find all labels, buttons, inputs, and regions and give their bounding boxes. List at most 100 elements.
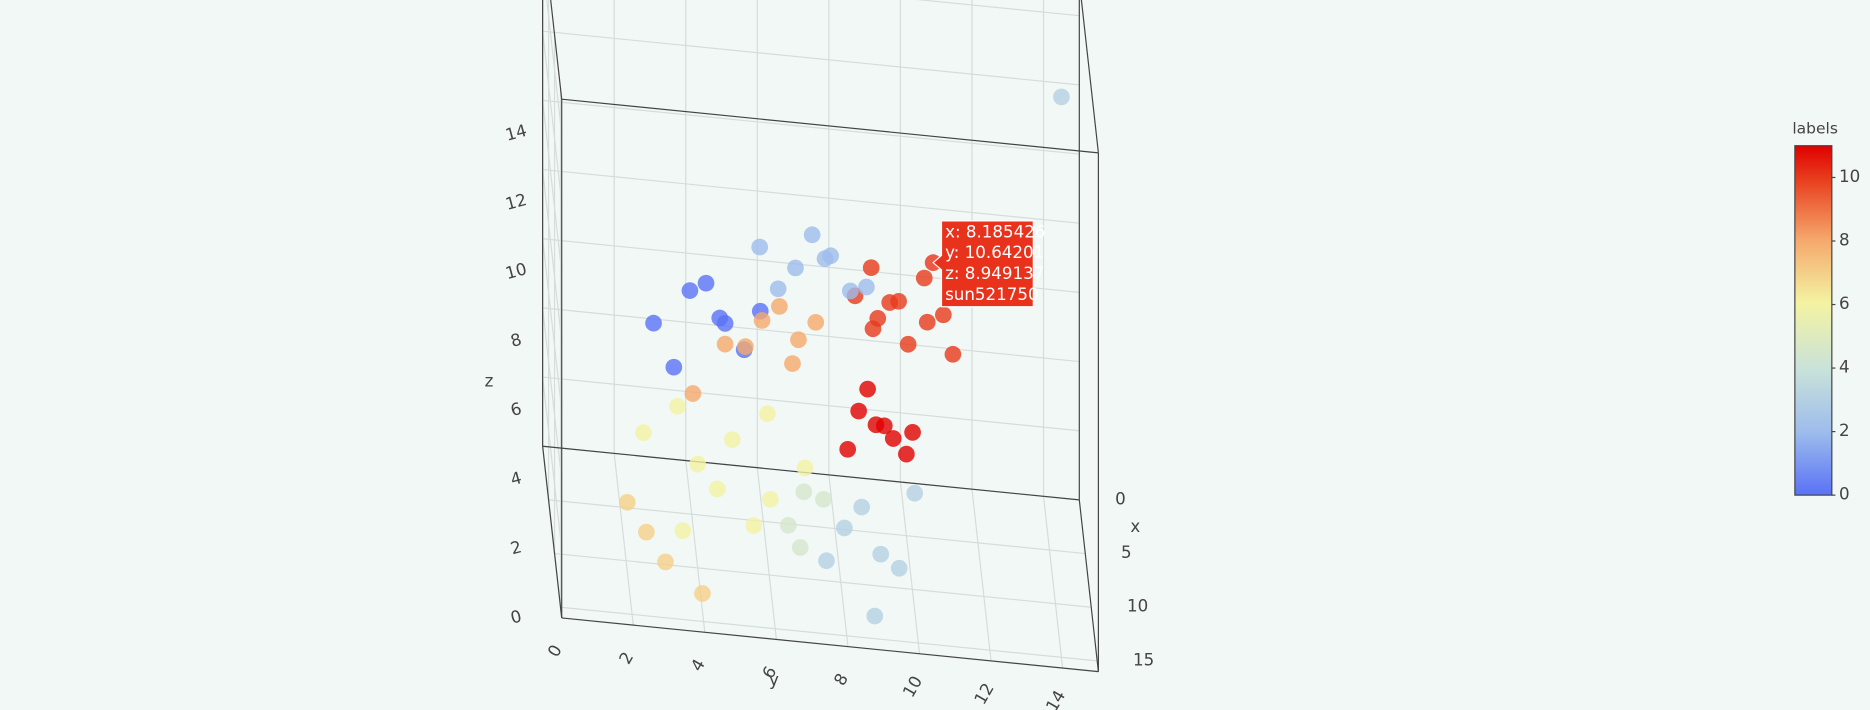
y-tick-label: 0 bbox=[544, 642, 566, 661]
point bbox=[618, 493, 636, 511]
grid-line bbox=[756, 467, 777, 640]
point bbox=[839, 440, 857, 458]
tooltip-line: x: 8.185426 bbox=[945, 222, 1045, 241]
point bbox=[759, 405, 776, 423]
x-tick-label: 0 bbox=[1115, 489, 1126, 508]
point bbox=[841, 282, 859, 300]
point bbox=[796, 459, 814, 477]
point bbox=[818, 552, 835, 570]
point bbox=[723, 431, 741, 449]
x-axis-title: x bbox=[1130, 517, 1140, 536]
points bbox=[618, 88, 1070, 625]
z-tick-label: 4 bbox=[509, 468, 524, 489]
tooltip-line: sun521750 bbox=[945, 285, 1039, 304]
axis-box bbox=[542, 0, 1099, 673]
point bbox=[858, 278, 875, 296]
grid-line bbox=[971, 489, 992, 661]
point bbox=[787, 259, 804, 277]
point bbox=[697, 274, 715, 292]
point bbox=[944, 345, 962, 363]
y-tick-label: 14 bbox=[1042, 687, 1069, 710]
box-edge bbox=[561, 98, 1099, 154]
grid-line bbox=[542, 376, 1080, 432]
colorbar-tick-label: 8 bbox=[1839, 230, 1850, 249]
grid-line bbox=[542, 99, 1080, 155]
z-tick-label: 8 bbox=[509, 330, 524, 351]
z-tick-label: 6 bbox=[509, 399, 524, 420]
z-tick-label: 10 bbox=[503, 259, 528, 283]
point bbox=[694, 585, 711, 602]
point bbox=[779, 516, 797, 534]
point bbox=[684, 385, 702, 402]
point bbox=[918, 313, 936, 331]
x-tick-label: 15 bbox=[1133, 650, 1154, 669]
point bbox=[784, 355, 801, 372]
colorbar-tick-label: 6 bbox=[1839, 294, 1850, 313]
grid-line bbox=[899, 481, 921, 654]
point bbox=[850, 402, 868, 420]
point bbox=[807, 313, 825, 331]
box-edge bbox=[550, 0, 563, 100]
point bbox=[674, 522, 692, 540]
point bbox=[915, 269, 933, 287]
point bbox=[716, 335, 734, 353]
colorbar-tick-label: 0 bbox=[1839, 485, 1850, 504]
point bbox=[689, 455, 707, 473]
box-edge bbox=[561, 617, 1099, 673]
colorbar-tick-label: 2 bbox=[1839, 421, 1850, 440]
grid-line bbox=[542, 168, 1080, 224]
grid-line bbox=[613, 453, 634, 626]
point bbox=[745, 517, 763, 534]
point bbox=[665, 358, 683, 376]
x-tick-label: 5 bbox=[1121, 543, 1132, 562]
point bbox=[890, 559, 908, 577]
x-tick-label: 10 bbox=[1127, 597, 1148, 616]
point bbox=[762, 490, 779, 508]
point bbox=[890, 292, 907, 310]
point bbox=[875, 417, 893, 435]
point bbox=[681, 282, 699, 299]
z-tick-label: 2 bbox=[509, 537, 524, 558]
grid-line bbox=[916, 0, 1080, 17]
colorbar-title: labels bbox=[1792, 120, 1838, 138]
tooltip-line: z: 8.949137 bbox=[945, 264, 1044, 283]
point bbox=[711, 309, 729, 327]
point bbox=[791, 539, 809, 556]
grid-line bbox=[542, 100, 563, 273]
grid-line bbox=[542, 376, 563, 549]
y-tick-label: 4 bbox=[687, 656, 709, 675]
point bbox=[884, 430, 902, 447]
y-axis-title: y bbox=[769, 671, 779, 690]
grid-line bbox=[554, 552, 1092, 608]
point bbox=[935, 306, 952, 324]
point bbox=[645, 314, 662, 332]
y-tick-label: 8 bbox=[830, 670, 852, 689]
point bbox=[709, 480, 726, 498]
z-axis-title: z bbox=[485, 371, 494, 390]
point bbox=[753, 312, 771, 329]
point bbox=[795, 483, 813, 501]
box-edge bbox=[1080, 0, 1099, 153]
colorbar-bar bbox=[1794, 145, 1833, 496]
grid-line bbox=[560, 606, 1098, 662]
colorbar: 0 2 4 6 8 10 bbox=[1794, 145, 1860, 504]
point bbox=[853, 498, 871, 516]
point bbox=[872, 545, 890, 563]
point bbox=[657, 553, 674, 571]
point bbox=[898, 445, 915, 463]
point bbox=[1053, 88, 1070, 106]
point bbox=[669, 397, 686, 415]
z-tick-label: 12 bbox=[503, 190, 528, 214]
point bbox=[816, 250, 834, 267]
point bbox=[869, 310, 887, 327]
tooltip-box bbox=[932, 220, 1034, 308]
grid-line bbox=[685, 460, 706, 633]
z-tick-label: 14 bbox=[503, 121, 528, 145]
grid-line bbox=[1042, 496, 1064, 669]
grid-line bbox=[548, 499, 1086, 555]
y-tick-label: 12 bbox=[971, 680, 998, 708]
colorbar-tick-label: 4 bbox=[1839, 358, 1850, 377]
colorbar-tick-label: 10 bbox=[1839, 167, 1860, 186]
